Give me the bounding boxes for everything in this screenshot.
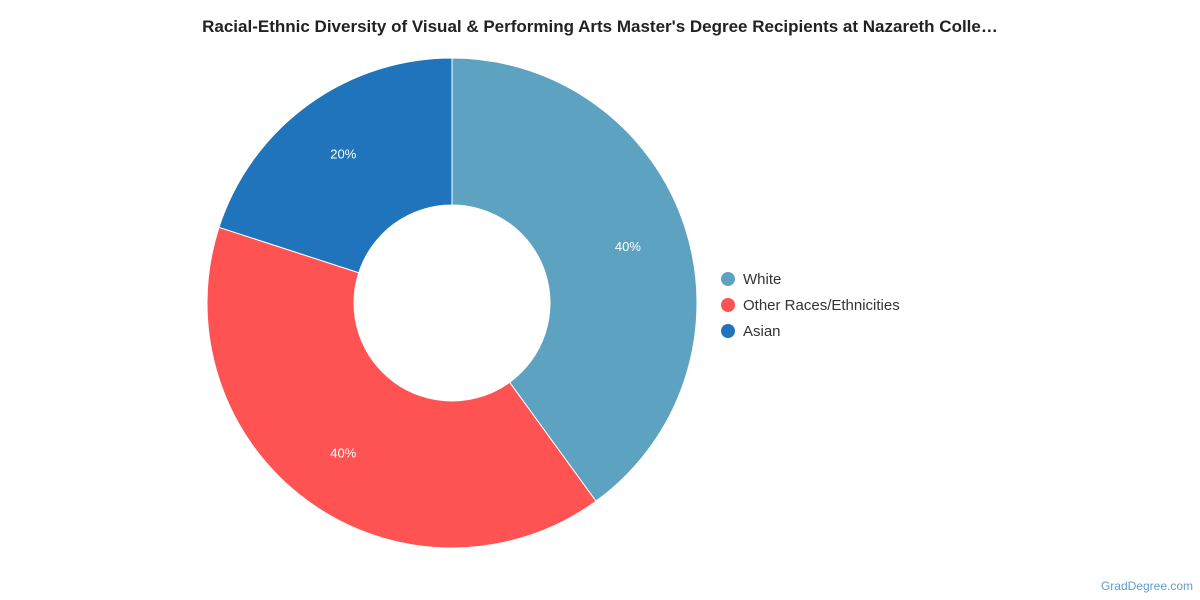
legend-item[interactable]: White — [721, 266, 900, 292]
legend-swatch — [721, 298, 735, 312]
slice-asian[interactable] — [218, 57, 453, 274]
legend-label: White — [743, 270, 782, 288]
chart-title: Racial-Ethnic Diversity of Visual & Perf… — [202, 17, 998, 36]
legend-item[interactable]: Other Races/Ethnicities — [721, 292, 900, 318]
slice-label: 20% — [330, 146, 356, 161]
chart-legend: White Other Races/Ethnicities Asian — [721, 266, 900, 344]
slice-white[interactable] — [451, 57, 698, 502]
slice-label: 40% — [615, 239, 641, 254]
legend-swatch — [721, 272, 735, 286]
legend-label: Asian — [743, 322, 781, 340]
legend-swatch — [721, 324, 735, 338]
legend-label: Other Races/Ethnicities — [743, 296, 900, 314]
watermark: GradDegree.com — [1100, 579, 1193, 593]
slice-other-races-ethnicities[interactable] — [206, 226, 597, 549]
slice-label: 40% — [330, 446, 356, 461]
legend-item[interactable]: Asian — [721, 318, 900, 344]
